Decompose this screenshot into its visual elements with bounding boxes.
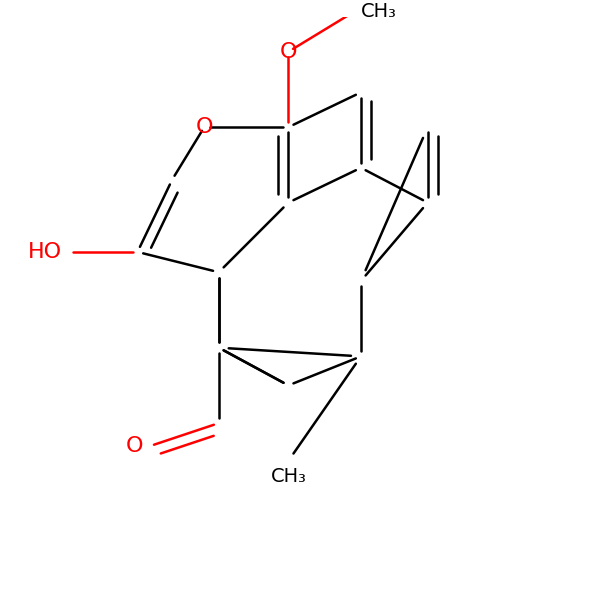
Text: CH₃: CH₃	[361, 2, 397, 20]
Text: HO: HO	[28, 242, 62, 262]
Text: O: O	[126, 436, 143, 457]
Text: O: O	[196, 117, 213, 137]
Text: O: O	[280, 42, 297, 62]
Text: CH₃: CH₃	[271, 467, 307, 485]
